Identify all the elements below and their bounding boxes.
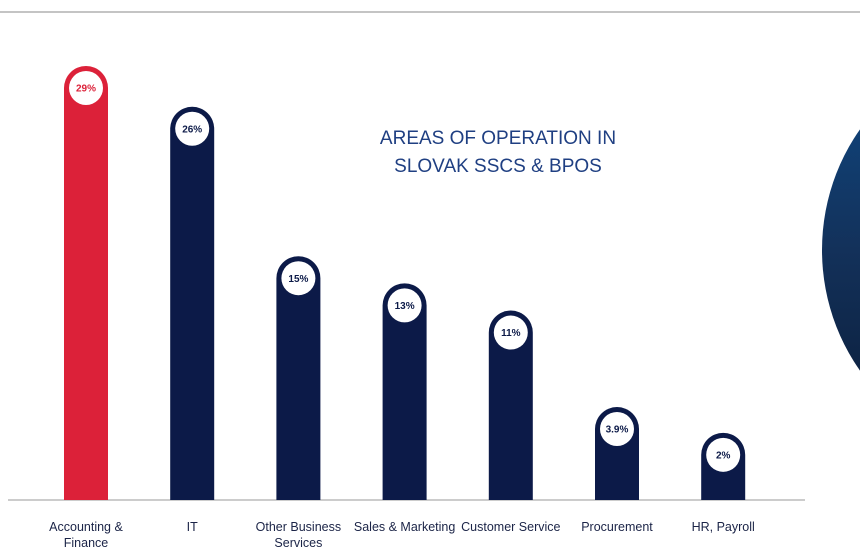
value-label: 29% (76, 84, 96, 95)
value-label: 3.9% (606, 425, 629, 436)
value-label: 15% (288, 274, 308, 285)
category-label: Customer Service (461, 520, 561, 534)
bar (170, 106, 215, 501)
value-label: 13% (395, 301, 415, 312)
category-label: Other Business Services (255, 520, 342, 550)
category-label: Accounting & Finance (49, 520, 123, 550)
value-badge (493, 315, 528, 350)
value-badge (175, 111, 210, 146)
value-badge (281, 261, 316, 296)
bar (64, 66, 108, 500)
value-badge (600, 412, 634, 447)
bar (382, 283, 427, 500)
category-label: IT (186, 520, 198, 534)
photo (822, 129, 860, 371)
value-label: 2% (716, 450, 731, 461)
chart-title: AREAS OF OPERATION IN SLOVAK SSCS & BPOS (379, 128, 617, 177)
value-badge (706, 437, 741, 472)
bar (488, 310, 533, 500)
category-label: HR, Payroll (691, 520, 755, 534)
category-label: Sales & Marketing (353, 520, 456, 534)
category-label: Procurement (581, 520, 653, 534)
value-label: 11% (501, 328, 521, 339)
value-badge (387, 288, 422, 323)
bar (276, 256, 321, 500)
value-badge (69, 71, 103, 105)
value-label: 26% (182, 124, 202, 135)
